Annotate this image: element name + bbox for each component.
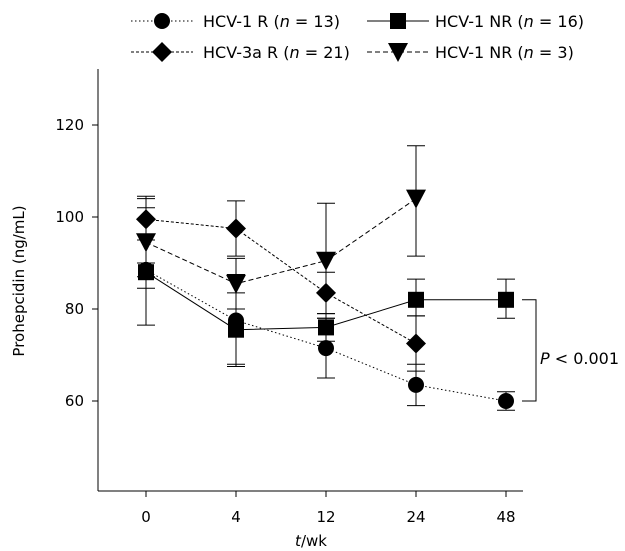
x-tick-label-0: 0 bbox=[141, 508, 151, 526]
x-tick-label-48: 48 bbox=[496, 508, 515, 526]
legend-marker-circle bbox=[154, 13, 170, 29]
point-triangle-down bbox=[136, 233, 156, 253]
y-tick-label-100: 100 bbox=[55, 208, 84, 226]
legend-label-hcv3a-r-21: HCV-3a R (n = 21) bbox=[203, 43, 350, 62]
x-tick-label-4: 4 bbox=[231, 508, 241, 526]
y-tick-label-80: 80 bbox=[65, 300, 84, 318]
x-tick-label-24: 24 bbox=[406, 508, 425, 526]
significance-bracket bbox=[522, 299, 537, 402]
legend-entry-hcv1-r-13: HCV-1 R (n = 13) bbox=[131, 12, 340, 31]
x-axis-title: t/wk bbox=[295, 532, 327, 550]
point-circle bbox=[408, 376, 424, 393]
series-3 bbox=[136, 145, 426, 319]
legend-entry-hcv1-nr-16: HCV-1 NR (n = 16) bbox=[367, 12, 584, 31]
point-diamond bbox=[406, 333, 426, 354]
point-square bbox=[228, 321, 244, 338]
p-value-label: P < 0.001 bbox=[540, 349, 619, 368]
point-square bbox=[318, 319, 334, 336]
point-triangle-down bbox=[316, 251, 336, 271]
series-line-3 bbox=[145, 198, 417, 285]
x-ticks: 0 4 12 24 48 bbox=[141, 491, 516, 526]
legend-marker-triangle-down bbox=[388, 43, 408, 62]
legend-label-hcv1-nr-3: HCV-1 NR (n = 3) bbox=[435, 43, 574, 62]
point-triangle-down bbox=[406, 189, 426, 209]
point-circle bbox=[498, 393, 514, 409]
legend-marker-diamond bbox=[152, 42, 172, 62]
y-tick-label-120: 120 bbox=[55, 116, 84, 134]
legend-label-hcv1-r-13: HCV-1 R (n = 13) bbox=[203, 12, 340, 31]
point-circle bbox=[318, 340, 334, 357]
legend: HCV-1 R (n = 13) HCV-1 NR (n = 16) HCV-3… bbox=[131, 12, 584, 62]
point-square bbox=[498, 291, 514, 308]
series-layer bbox=[136, 145, 515, 411]
x-tick-label-12: 12 bbox=[316, 508, 335, 526]
point-diamond bbox=[226, 218, 246, 239]
legend-marker-square bbox=[390, 13, 406, 29]
legend-entry-hcv1-nr-3: HCV-1 NR (n = 3) bbox=[367, 43, 574, 62]
y-axis-title: Prohepcidin (ng/mL) bbox=[10, 205, 28, 356]
legend-entry-hcv3a-r-21: HCV-3a R (n = 21) bbox=[131, 42, 350, 62]
y-tick-label-60: 60 bbox=[65, 392, 84, 410]
point-triangle-down bbox=[226, 274, 246, 294]
point-square bbox=[408, 291, 424, 308]
y-ticks: 60 80 100 120 bbox=[55, 116, 98, 410]
legend-label-hcv1-nr-16: HCV-1 NR (n = 16) bbox=[435, 12, 584, 31]
series-2 bbox=[136, 198, 426, 372]
series-line-2 bbox=[145, 218, 417, 344]
significance-annotation: P < 0.001 bbox=[522, 299, 619, 402]
